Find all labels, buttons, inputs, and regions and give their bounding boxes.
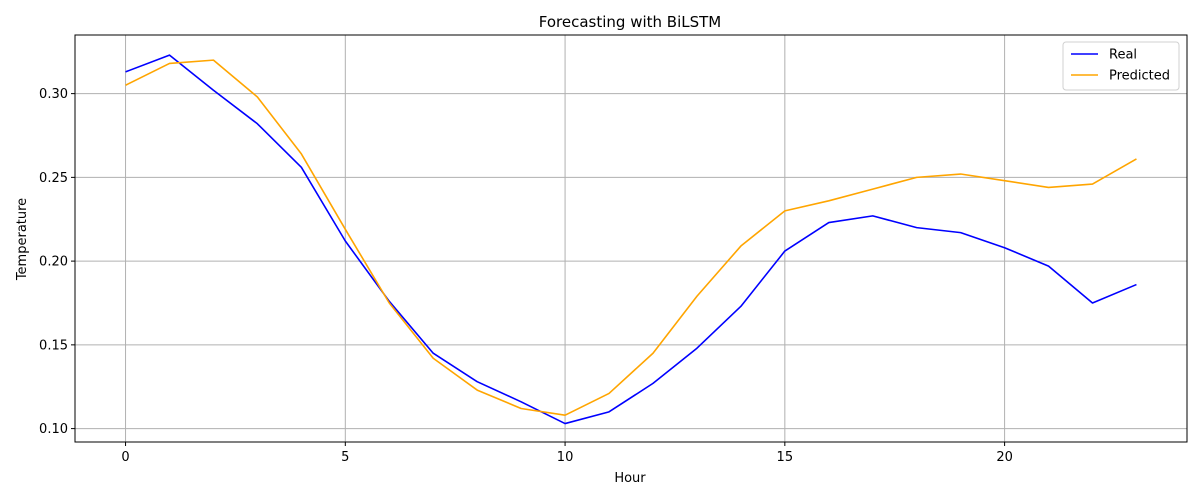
x-tick-label: 15	[777, 450, 794, 465]
x-tick-label: 10	[557, 450, 574, 465]
x-axis-label: Hour	[614, 471, 646, 486]
x-tick-label: 20	[996, 450, 1013, 465]
x-tick-label: 5	[341, 450, 349, 465]
legend-label-real: Real	[1109, 48, 1137, 63]
plot-frame	[74, 34, 1188, 443]
y-tick-label: 0.25	[39, 171, 68, 186]
y-tick-label: 0.15	[39, 338, 68, 353]
y-tick-label: 0.20	[39, 255, 68, 270]
y-axis-label: Temperature	[15, 198, 30, 281]
y-tick-label: 0.30	[39, 87, 68, 102]
x-tick-label: 0	[121, 450, 129, 465]
chart-title: Forecasting with BiLSTM	[539, 13, 721, 31]
y-tick-label: 0.10	[39, 422, 68, 437]
legend-label-predicted: Predicted	[1109, 69, 1170, 84]
legend: Real Predicted	[1062, 41, 1180, 91]
ticks: 0 5 10 15 20 0.10 0.15 0.20 0.25 0.30	[39, 87, 1013, 465]
series-line-real	[125, 54, 1137, 425]
grid	[75, 35, 1187, 442]
series-line-predicted	[125, 59, 1137, 417]
series-layer	[125, 54, 1137, 425]
